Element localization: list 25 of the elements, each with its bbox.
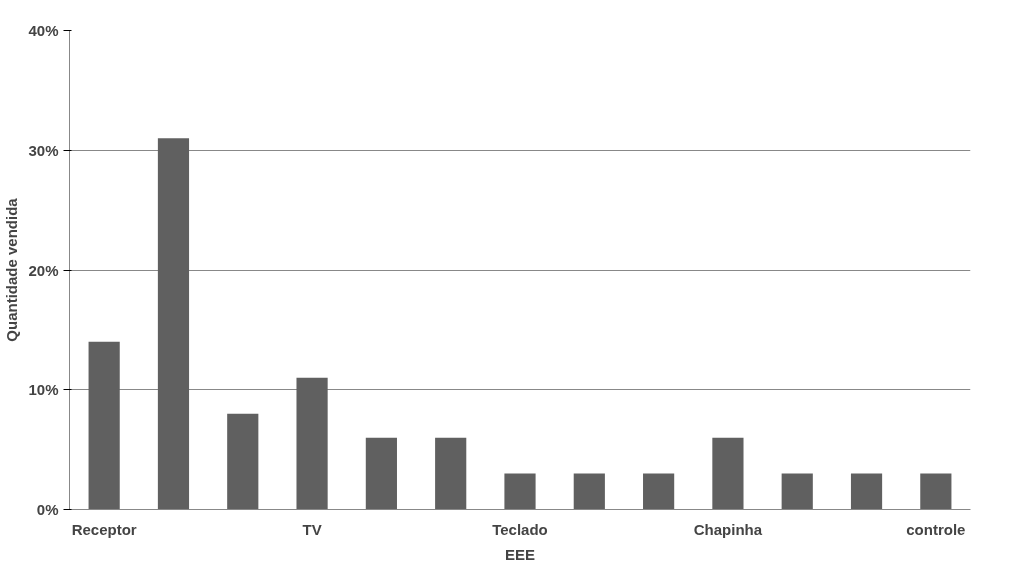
- y-tick-label: 20%: [28, 261, 59, 279]
- bar: [781, 473, 813, 510]
- x-tick-label: controle: [906, 520, 966, 538]
- bar: [365, 437, 397, 510]
- bar: [227, 413, 259, 510]
- x-tick-label: Receptor: [71, 520, 137, 538]
- x-tick-label: Teclado: [492, 520, 548, 538]
- bar: [296, 377, 328, 510]
- y-tick-label: 30%: [28, 141, 59, 159]
- bar: [573, 473, 605, 510]
- y-tick-label: 40%: [28, 22, 59, 39]
- bar: [157, 138, 190, 510]
- y-axis-title: Quantidade vendida: [3, 197, 21, 342]
- bar: [643, 473, 675, 510]
- x-tick-label: TV: [302, 520, 322, 538]
- bar: [850, 473, 883, 510]
- y-tick-label: 0%: [36, 501, 59, 518]
- y-tick-label: 10%: [28, 381, 59, 399]
- bar: [920, 473, 952, 510]
- x-tick-label: Chapinha: [693, 520, 763, 538]
- bar: [504, 473, 536, 510]
- bar: [435, 437, 467, 510]
- x-axis-title: EEE: [504, 545, 536, 563]
- bar: [712, 437, 744, 510]
- bar: [88, 341, 120, 510]
